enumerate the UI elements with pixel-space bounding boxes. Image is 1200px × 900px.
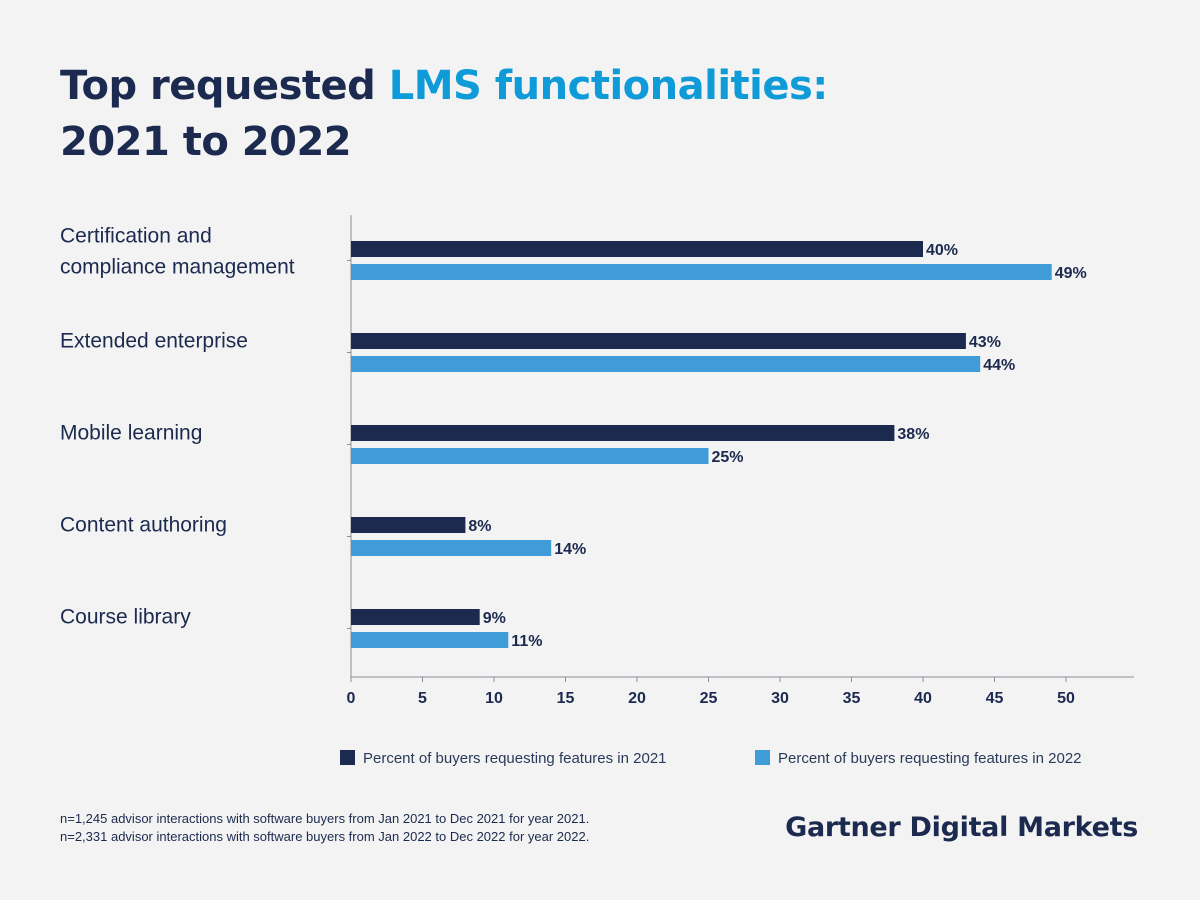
bar-2022 — [351, 356, 981, 372]
data-label: 44% — [983, 357, 1015, 374]
bar-2022 — [351, 448, 709, 464]
x-tick-label: 20 — [628, 690, 646, 707]
category-label: Certification and — [60, 225, 212, 248]
data-label: 38% — [897, 426, 929, 443]
brand-logo: Gartner Digital Markets — [785, 812, 1138, 843]
chart-title: Top requested LMS functionalities: 2021 … — [60, 58, 1060, 170]
bar-2022 — [351, 540, 552, 556]
bar-2021 — [351, 241, 923, 257]
x-tick-label: 0 — [347, 690, 356, 707]
x-tick-label: 35 — [843, 690, 861, 707]
data-label: 40% — [926, 242, 958, 259]
category-label: Extended enterprise — [60, 330, 248, 353]
category-label: Course library — [60, 606, 191, 629]
bar-2021 — [351, 425, 895, 441]
legend-label-2022: Percent of buyers requesting features in… — [778, 750, 1082, 767]
x-tick-label: 5 — [418, 690, 427, 707]
category-label: Mobile learning — [60, 422, 202, 445]
bar-chart: 0 5 10 15 20 25 30 35 40 45 50 Certification and com… — [60, 215, 1134, 767]
data-label: 25% — [712, 449, 744, 466]
x-tick-label: 45 — [986, 690, 1004, 707]
data-label: 9% — [483, 610, 506, 627]
footnote-2021: n=1,245 advisor interactions with softwa… — [60, 811, 590, 826]
category-label: compliance management — [60, 256, 295, 279]
bar-2021 — [351, 333, 966, 349]
data-label: 49% — [1055, 265, 1087, 282]
footnotes: n=1,245 advisor interactions with softwa… — [60, 810, 589, 846]
legend-label-2021: Percent of buyers requesting features in… — [363, 750, 667, 767]
bar-2022 — [351, 632, 509, 648]
x-tick-label: 15 — [557, 690, 575, 707]
legend-swatch-2022 — [755, 750, 770, 765]
x-tick-label: 50 — [1057, 690, 1075, 707]
data-label: 43% — [969, 334, 1001, 351]
x-tick-label: 40 — [914, 690, 932, 707]
footnote-2022: n=2,331 advisor interactions with softwa… — [60, 829, 590, 844]
x-tick-label: 30 — [771, 690, 789, 707]
data-label: 14% — [554, 541, 586, 558]
title-part-2: LMS functionalities: — [388, 63, 829, 109]
title-part-1: Top requested — [60, 63, 376, 109]
x-tick-label: 10 — [485, 690, 503, 707]
data-label: 11% — [511, 633, 542, 650]
x-tick-label: 25 — [700, 690, 718, 707]
title-part-3: 2021 to 2022 — [60, 119, 352, 165]
bar-2022 — [351, 264, 1052, 280]
bar-2021 — [351, 517, 466, 533]
bar-2021 — [351, 609, 480, 625]
category-label: Content authoring — [60, 514, 227, 537]
data-label: 8% — [468, 518, 491, 535]
legend-swatch-2021 — [340, 750, 355, 765]
